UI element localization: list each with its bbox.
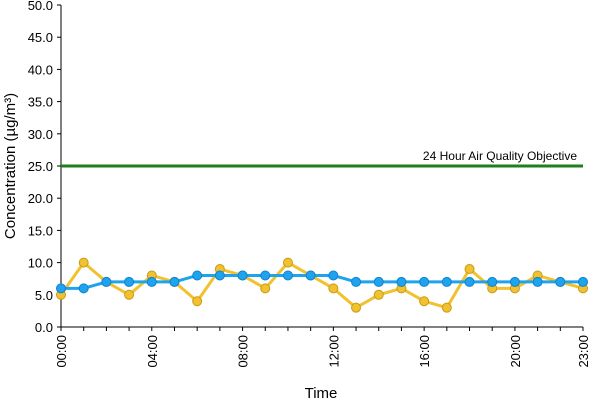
x-tick-label: 16:00 [417, 335, 432, 368]
plot-area: 0.0 5.0 10.0 15.0 20.0 25.0 30.0 35.0 40.0 45.0 50… [28, 0, 591, 368]
y-tick-label: 20.0 [28, 191, 53, 206]
series-2-point [260, 270, 271, 281]
y-tick-label: 25.0 [28, 159, 53, 174]
series-2-point [351, 276, 362, 287]
x-tick-label: 12:00 [326, 335, 341, 368]
series-1-point [78, 257, 89, 268]
series-1-point [192, 296, 203, 307]
series-2-point [509, 276, 520, 287]
series-2-point [214, 270, 225, 281]
series-1-point [328, 283, 339, 294]
series-2-point [192, 270, 203, 281]
y-tick-label: 40.0 [28, 62, 53, 77]
series-2-point [305, 270, 316, 281]
y-tick-label: 30.0 [28, 127, 53, 142]
series-2-point [282, 270, 293, 281]
y-tick-label: 45.0 [28, 30, 53, 45]
x-tick-label: 00:00 [54, 335, 69, 368]
x-tick-label: 08:00 [236, 335, 251, 368]
x-axis-title: Time [305, 385, 338, 400]
series-1-point [282, 257, 293, 268]
series-2-point [487, 276, 498, 287]
series-2-point [124, 276, 135, 287]
series-2-point [464, 276, 475, 287]
y-tick-label: 5.0 [35, 288, 53, 303]
series-2-point [578, 276, 588, 287]
series-2-point [237, 270, 248, 281]
series-2-point [532, 276, 543, 287]
x-tick-label: 20:00 [508, 335, 523, 368]
series-1-point [124, 289, 135, 300]
series-2-point [373, 276, 384, 287]
y-tick-label: 0.0 [35, 320, 53, 335]
x-tick-label: 23:00 [576, 335, 591, 368]
series-2-point [101, 276, 112, 287]
reference-line-label: 24 Hour Air Quality Objective [423, 149, 577, 163]
series-2-point [328, 270, 339, 281]
series-1-point [464, 264, 475, 275]
series-1-point [441, 302, 452, 313]
series-2-point [396, 276, 407, 287]
series-2-point [56, 283, 66, 294]
series-2-point [441, 276, 452, 287]
series-2-point [146, 276, 157, 287]
series-1-point [260, 283, 271, 294]
series-1-point [351, 302, 362, 313]
series-2-point [555, 276, 566, 287]
y-tick-label: 15.0 [28, 223, 53, 238]
y-tick-label: 10.0 [28, 256, 53, 271]
series-2-point [419, 276, 430, 287]
series-1-point [373, 289, 384, 300]
y-axis-title: Concentration (µg/m³) [2, 93, 19, 239]
x-tick-label: 04:00 [145, 335, 160, 368]
y-tick-label: 50.0 [28, 0, 53, 13]
series-2-point [169, 276, 180, 287]
series-2-point [78, 283, 89, 294]
series-1-point [419, 296, 430, 307]
y-tick-label: 35.0 [28, 95, 53, 110]
